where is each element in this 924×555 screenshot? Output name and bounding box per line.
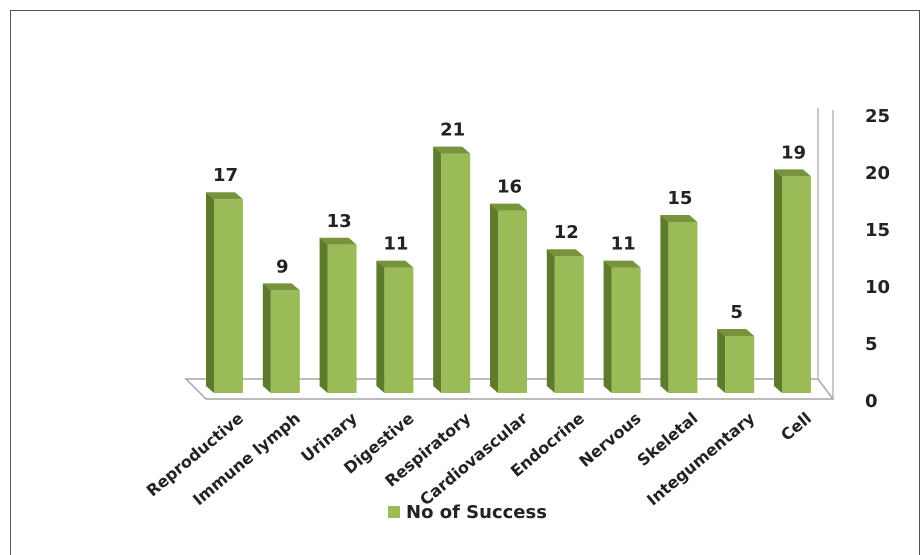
bar-side — [660, 215, 669, 393]
data-label: 9 — [276, 256, 289, 277]
bar — [262, 283, 300, 393]
bar-front — [782, 176, 811, 393]
bar-top — [319, 237, 357, 245]
category-label: Immune lymph — [189, 409, 304, 510]
legend: No of Success — [388, 502, 547, 523]
y-tick-label: 25 — [865, 106, 890, 127]
bar-front — [725, 336, 755, 393]
legend-label: No of Success — [406, 502, 547, 523]
bar — [376, 260, 414, 393]
data-label: 16 — [497, 177, 522, 198]
bar — [717, 329, 755, 393]
bar — [433, 146, 471, 393]
y-tick-label: 5 — [865, 334, 878, 355]
bar-front — [554, 256, 584, 393]
bar-top — [603, 260, 641, 268]
y-tick-label: 20 — [865, 163, 890, 184]
bar-top — [206, 192, 243, 200]
bar-side — [262, 283, 271, 393]
chart-frame — [10, 10, 920, 555]
bar-front — [441, 153, 471, 393]
bar — [319, 237, 357, 393]
bar-side — [433, 146, 442, 393]
category-label: Reproductive — [143, 408, 247, 500]
data-labels: 17 9 13 11 21 16 12 11 15 5 19 — [213, 120, 806, 323]
bar-top — [490, 203, 527, 211]
y-tick-label: 15 — [865, 220, 890, 241]
bars — [206, 146, 811, 393]
bar-side — [490, 203, 498, 393]
data-label: 5 — [730, 302, 743, 323]
data-label: 11 — [611, 234, 636, 255]
bar — [603, 260, 641, 393]
data-label: 21 — [440, 120, 465, 141]
bar-top — [774, 169, 811, 177]
bar-front — [327, 244, 357, 393]
bar — [774, 169, 811, 393]
y-tick-label: 0 — [865, 391, 878, 412]
bar-side — [376, 260, 385, 393]
data-label: 12 — [554, 222, 579, 243]
bar-side — [206, 192, 214, 393]
legend-swatch — [388, 506, 400, 518]
bar-top — [660, 215, 698, 222]
bar — [660, 215, 698, 393]
data-label: 11 — [383, 234, 408, 255]
data-label: 19 — [781, 142, 806, 163]
bar-top — [717, 329, 755, 336]
bar-front — [270, 290, 300, 393]
bar-top — [433, 146, 471, 154]
bar-side — [319, 237, 328, 393]
bar-side — [546, 249, 555, 393]
bar-front — [498, 210, 527, 393]
category-label: Cell — [777, 409, 815, 445]
bar-top — [262, 283, 300, 291]
bar-top — [376, 260, 414, 268]
bar — [546, 249, 584, 393]
category-label: Nervous — [575, 409, 644, 471]
bar-front — [384, 267, 414, 393]
data-label: 15 — [667, 188, 692, 209]
y-axis: 0 5 10 15 20 25 — [865, 106, 890, 412]
bar-side — [774, 169, 782, 393]
bar — [206, 192, 243, 393]
y-tick-label: 10 — [865, 277, 890, 298]
bar — [490, 203, 527, 393]
data-label: 17 — [213, 165, 238, 186]
bar-top — [546, 249, 584, 257]
bar-front — [214, 199, 243, 393]
bar-front — [668, 222, 698, 393]
bar-side — [717, 329, 726, 393]
data-label: 13 — [327, 211, 352, 232]
bar-front — [611, 267, 641, 393]
bar-side — [603, 260, 612, 393]
